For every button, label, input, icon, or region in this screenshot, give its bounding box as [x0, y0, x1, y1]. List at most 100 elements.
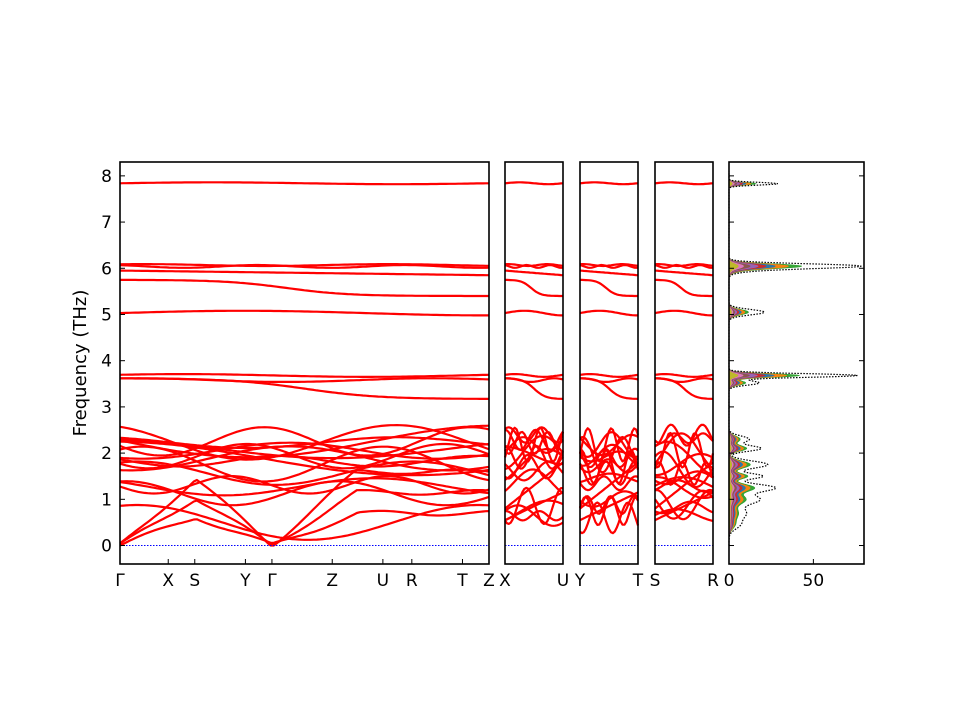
band-line — [654, 432, 714, 470]
band-line — [504, 445, 564, 470]
band-line — [653, 461, 715, 486]
band-line — [654, 263, 714, 269]
k-point-label: Γ — [115, 571, 125, 591]
band-line — [578, 494, 639, 516]
k-point-label: U — [377, 571, 389, 591]
bands-layer — [119, 181, 715, 547]
k-point-label: Z — [326, 571, 338, 591]
y-tick-label: 0 — [101, 537, 112, 557]
band-line — [654, 479, 714, 494]
band-line — [119, 475, 490, 495]
band-line — [504, 263, 564, 269]
band-line — [579, 472, 639, 484]
band-line — [654, 309, 713, 317]
dos-panel-frame — [728, 161, 865, 565]
y-tick-label: 8 — [101, 167, 112, 187]
band-line — [504, 448, 564, 481]
dos-x-tick-label: 0 — [724, 571, 735, 591]
band-line — [580, 377, 639, 400]
frames-layer — [119, 161, 865, 565]
band-line — [119, 489, 490, 546]
k-point-label: X — [499, 571, 511, 591]
band-line — [504, 461, 564, 510]
band-panel-frame — [504, 161, 564, 565]
band-line — [504, 426, 564, 444]
k-point-label: X — [162, 571, 174, 591]
band-line — [579, 475, 639, 492]
band-line — [504, 181, 564, 186]
band-line — [504, 309, 563, 317]
k-point-label: T — [456, 571, 468, 591]
band-line — [504, 373, 564, 378]
y-tick-label: 4 — [101, 352, 112, 372]
dos-layer — [728, 171, 862, 546]
band-panel-frame — [579, 161, 639, 565]
y-tick-label: 7 — [101, 213, 112, 233]
band-line — [654, 500, 714, 515]
band-line — [505, 278, 563, 298]
band-line — [579, 309, 638, 317]
band-line — [654, 476, 714, 488]
k-point-label: Y — [239, 571, 251, 591]
band-line — [655, 377, 714, 400]
band-line — [120, 269, 489, 277]
band-line — [579, 181, 639, 186]
band-line — [119, 436, 490, 450]
band-line — [579, 461, 639, 510]
band-line — [654, 488, 714, 521]
band-line — [119, 468, 490, 547]
band-line — [504, 468, 564, 494]
band-line — [119, 440, 490, 477]
band-line — [504, 269, 564, 277]
band-line — [579, 491, 639, 522]
band-line — [579, 263, 639, 269]
band-line — [119, 181, 489, 186]
band-line — [119, 442, 490, 470]
band-line — [654, 491, 714, 522]
band-line — [505, 377, 564, 400]
k-point-label: Z — [483, 571, 495, 591]
k-point-label: S — [189, 571, 200, 591]
band-line — [119, 309, 489, 317]
band-line — [505, 446, 563, 466]
dos-x-tick-label: 50 — [803, 571, 825, 591]
k-point-label: R — [707, 571, 719, 591]
band-line — [504, 491, 564, 522]
band-line — [654, 461, 714, 510]
k-point-label: S — [650, 571, 661, 591]
k-point-label: Γ — [267, 571, 277, 591]
band-line — [580, 278, 638, 298]
band-line — [579, 269, 639, 277]
band-line — [119, 460, 490, 486]
band-line — [119, 509, 490, 547]
k-point-label: R — [406, 571, 418, 591]
y-tick-label: 6 — [101, 259, 112, 279]
k-point-label: Y — [574, 571, 586, 591]
band-line — [654, 423, 714, 447]
band-line — [119, 263, 490, 269]
band-line — [119, 503, 490, 541]
y-tick-label: 2 — [101, 444, 112, 464]
k-point-label: T — [632, 571, 644, 591]
band-line — [120, 278, 489, 298]
band-line — [579, 450, 639, 463]
band-panel-frame — [654, 161, 714, 565]
band-line — [654, 181, 714, 186]
y-tick-label: 3 — [101, 398, 112, 418]
band-line — [579, 373, 639, 378]
y-tick-label: 5 — [101, 305, 112, 325]
band-line — [119, 373, 490, 378]
y-axis-label: Frequency (THz) — [70, 290, 91, 437]
total-dos-line — [728, 171, 862, 546]
band-line — [654, 269, 714, 277]
k-point-label: U — [557, 571, 569, 591]
band-line — [654, 373, 714, 378]
band-line — [119, 445, 490, 472]
band-line — [579, 431, 639, 458]
band-line — [655, 278, 713, 298]
band-line — [119, 445, 490, 483]
band-line — [120, 377, 489, 400]
